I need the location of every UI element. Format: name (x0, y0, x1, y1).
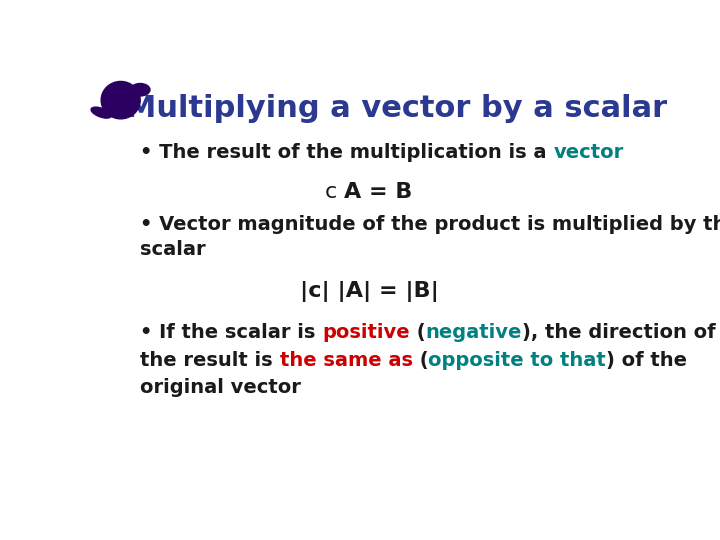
Text: opposite to that: opposite to that (428, 350, 606, 369)
Ellipse shape (130, 84, 150, 96)
Text: ), the direction of: ), the direction of (522, 323, 716, 342)
Text: original vector: original vector (140, 377, 301, 396)
Text: • The result of the multiplication is a: • The result of the multiplication is a (140, 143, 554, 161)
Text: positive: positive (323, 323, 410, 342)
Text: • If the scalar is: • If the scalar is (140, 323, 323, 342)
Text: ) of the: ) of the (606, 350, 687, 369)
Text: Multiplying a vector by a scalar: Multiplying a vector by a scalar (126, 94, 667, 123)
Ellipse shape (101, 82, 140, 119)
Text: A = B: A = B (344, 181, 413, 201)
Text: |c| |A| = |B|: |c| |A| = |B| (300, 281, 438, 302)
Text: (: ( (410, 323, 426, 342)
Text: the same as: the same as (279, 350, 413, 369)
Text: negative: negative (426, 323, 522, 342)
Text: the result is: the result is (140, 350, 279, 369)
Text: • Vector magnitude of the product is multiplied by the
scalar: • Vector magnitude of the product is mul… (140, 215, 720, 259)
Text: vector: vector (554, 143, 624, 161)
Text: c: c (325, 181, 344, 201)
Text: (: ( (413, 350, 428, 369)
Ellipse shape (91, 107, 111, 118)
